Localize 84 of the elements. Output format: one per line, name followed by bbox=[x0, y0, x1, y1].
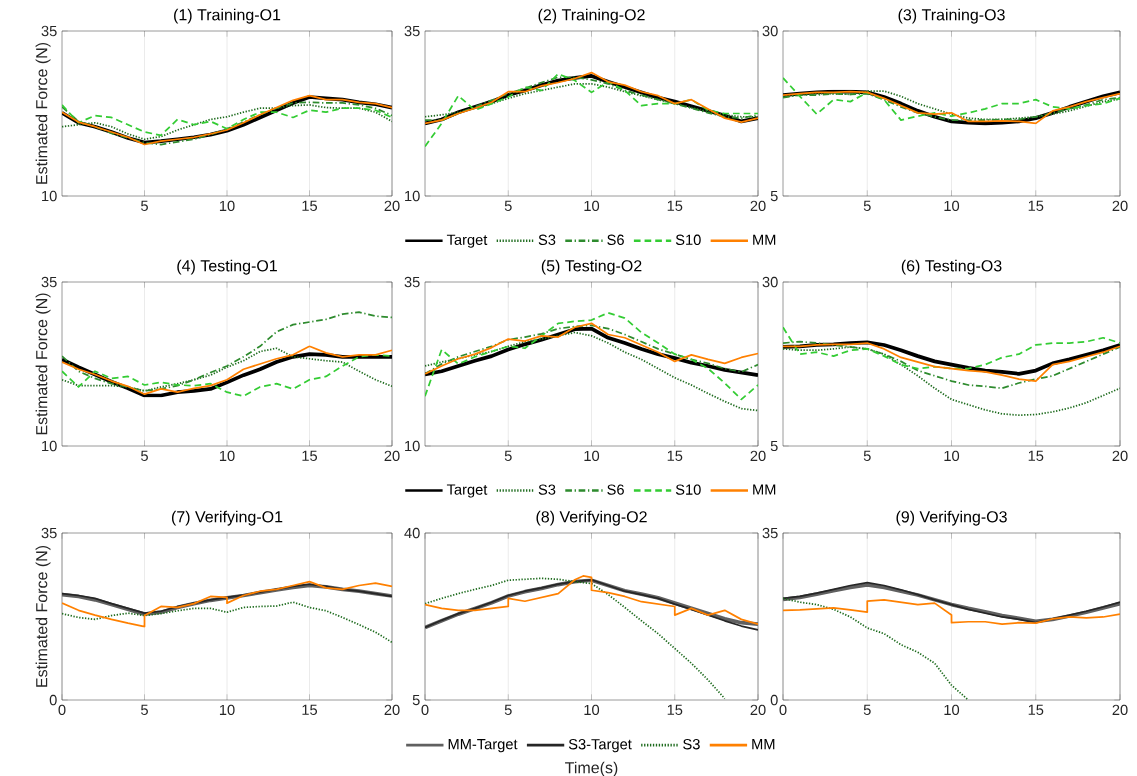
x-tick-label: 20 bbox=[750, 704, 766, 716]
x-tick-label: 15 bbox=[667, 200, 683, 211]
x-tick-label: 5 bbox=[863, 704, 871, 715]
y-tick-label: 10 bbox=[42, 440, 57, 452]
x-tick-label: 10 bbox=[584, 450, 600, 462]
y-tick-label: 30 bbox=[762, 25, 778, 37]
x-tick-label: 20 bbox=[1112, 450, 1128, 462]
x-tick-label: 5 bbox=[141, 200, 148, 211]
x-tick-label: 0 bbox=[421, 704, 429, 716]
x-tick-label: 15 bbox=[667, 450, 683, 461]
legend-label: S10 bbox=[675, 484, 701, 495]
legend-label: S6 bbox=[607, 234, 624, 245]
y-tick-label: 5 bbox=[770, 190, 778, 202]
x-tick-label: 10 bbox=[219, 450, 235, 462]
x-tick-label: 0 bbox=[58, 704, 66, 716]
x-tick-label: 15 bbox=[1028, 450, 1044, 461]
x-tick-label: 10 bbox=[944, 200, 960, 212]
x-tick-label: 10 bbox=[944, 704, 960, 716]
x-tick-label: 5 bbox=[141, 704, 148, 715]
chart-title: (4) Testing-O1 bbox=[177, 259, 277, 275]
x-tick-label: 15 bbox=[667, 704, 683, 715]
x-tick-label: 5 bbox=[504, 704, 512, 715]
x-tick-label: 10 bbox=[219, 704, 235, 716]
x-tick-label: 15 bbox=[1028, 200, 1044, 211]
y-tick-label: 5 bbox=[770, 440, 778, 452]
x-tick-label: 15 bbox=[302, 450, 318, 461]
chart-title: (1) Training-O1 bbox=[174, 8, 281, 24]
chart-title: (5) Testing-O2 bbox=[541, 259, 642, 275]
x-tick-label: 5 bbox=[504, 450, 512, 461]
legend-label: MM-Target bbox=[448, 739, 518, 753]
x-tick-label: 5 bbox=[863, 200, 871, 211]
y-tick-label: 10 bbox=[405, 440, 420, 452]
y-axis-title: Estimated Force (N) bbox=[35, 545, 51, 687]
y-tick-label: 0 bbox=[49, 694, 57, 706]
legend-label: MM bbox=[753, 484, 776, 495]
x-axis-title: Time(s) bbox=[565, 761, 618, 776]
x-tick-label: 5 bbox=[141, 450, 148, 461]
y-tick-label: 35 bbox=[41, 527, 57, 539]
chart-title: (9) Verifying-O3 bbox=[896, 510, 1007, 526]
y-tick-label: 35 bbox=[41, 25, 57, 37]
y-tick-label: 30 bbox=[762, 276, 778, 288]
x-tick-label: 20 bbox=[384, 200, 400, 212]
chart-title: (2) Training-O2 bbox=[538, 8, 645, 24]
y-tick-label: 35 bbox=[762, 527, 778, 539]
legend-label: S3 bbox=[538, 484, 556, 495]
y-axis-title: Estimated Force (N) bbox=[35, 42, 51, 184]
x-tick-label: 5 bbox=[863, 450, 871, 461]
x-tick-label: 10 bbox=[944, 450, 960, 462]
legend-label: S3-Target bbox=[568, 739, 632, 753]
x-tick-label: 20 bbox=[384, 704, 400, 716]
x-tick-label: 20 bbox=[750, 450, 766, 462]
y-tick-label: 40 bbox=[404, 527, 420, 539]
y-axis-title: Estimated Force (N) bbox=[35, 293, 51, 435]
y-tick-label: 10 bbox=[405, 190, 420, 202]
chart-title: (8) Verifying-O2 bbox=[536, 510, 647, 526]
x-tick-label: 20 bbox=[384, 450, 400, 462]
x-tick-label: 20 bbox=[1112, 200, 1128, 212]
y-tick-label: 10 bbox=[42, 190, 57, 202]
legend-label: MM bbox=[753, 234, 776, 245]
x-tick-label: 15 bbox=[302, 200, 318, 211]
chart-title: (7) Verifying-O1 bbox=[171, 510, 283, 526]
legend-label: S3 bbox=[538, 234, 556, 245]
legend-label: S6 bbox=[607, 484, 624, 495]
x-tick-label: 15 bbox=[1028, 704, 1044, 715]
x-tick-label: 15 bbox=[302, 704, 318, 715]
legend-label: S10 bbox=[675, 234, 701, 245]
y-tick-label: 5 bbox=[412, 694, 420, 706]
x-tick-label: 20 bbox=[1112, 704, 1128, 716]
y-tick-label: 0 bbox=[770, 694, 778, 706]
y-tick-label: 35 bbox=[404, 25, 420, 37]
x-tick-label: 10 bbox=[584, 200, 600, 212]
y-tick-label: 35 bbox=[404, 276, 420, 288]
x-tick-label: 10 bbox=[219, 200, 235, 212]
x-tick-label: 10 bbox=[584, 704, 600, 716]
y-tick-label: 35 bbox=[41, 276, 57, 288]
chart-title: (3) Training-O3 bbox=[898, 8, 1005, 24]
legend-label: Target bbox=[446, 484, 488, 498]
legend-label: Target bbox=[446, 234, 488, 248]
x-tick-label: 5 bbox=[504, 200, 512, 211]
chart-title: (6) Testing-O3 bbox=[901, 259, 1002, 275]
legend-label: MM bbox=[752, 739, 775, 750]
x-tick-label: 0 bbox=[779, 704, 787, 716]
legend-label: S3 bbox=[683, 739, 700, 750]
x-tick-label: 20 bbox=[750, 200, 766, 212]
